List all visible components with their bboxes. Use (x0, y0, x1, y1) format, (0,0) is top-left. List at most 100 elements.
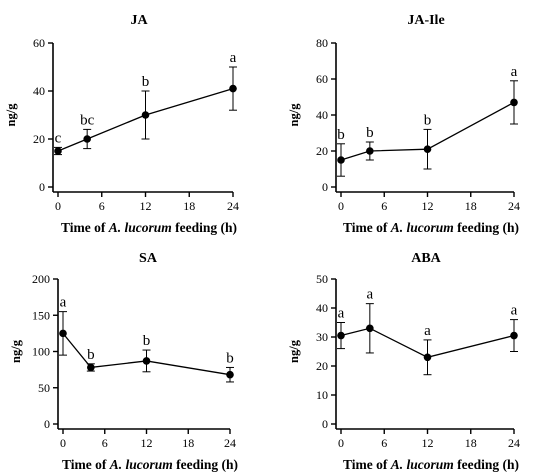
x-tick-label: 24 (508, 199, 520, 213)
data-point (142, 357, 151, 365)
x-tick-label: 0 (338, 436, 344, 450)
x-tick-label: 6 (99, 199, 105, 213)
y-tick-label: 40 (316, 108, 328, 122)
x-axis-label: Time of A. lucorum feeding (h) (343, 457, 519, 472)
y-tick-label: 40 (33, 84, 45, 98)
y-tick-label: 100 (32, 345, 50, 359)
data-point (226, 370, 234, 379)
x-tick-label: 18 (182, 436, 194, 450)
data-point (510, 331, 518, 340)
x-tick-label: 12 (422, 436, 434, 450)
significance-label: a (338, 306, 345, 322)
significance-label: b (142, 74, 150, 90)
significance-label: b (87, 347, 95, 363)
significance-label: a (511, 64, 518, 80)
x-axis-label: Time of A. lucorum feeding (h) (61, 220, 237, 235)
data-point (510, 98, 518, 107)
chart-title: JA (130, 13, 148, 28)
x-axis-label-part: A. lucorum (390, 220, 454, 235)
data-point (337, 156, 345, 164)
y-tick-label: 30 (316, 330, 328, 344)
y-axis-label: ng/g (9, 339, 23, 363)
x-axis-label-part: Time of (62, 457, 110, 472)
y-tick-label: 0 (44, 417, 50, 431)
x-tick-label: 0 (60, 436, 66, 450)
chart-title: ABA (411, 251, 441, 266)
x-tick-label: 6 (102, 436, 108, 450)
x-axis-label-part: Time of (343, 220, 391, 235)
chart-panel-3: SA 0 50 100 150 200 0 6 12 18 24 ng/g Time of A. luc… (9, 251, 238, 472)
x-tick-label: 24 (227, 199, 239, 213)
y-tick-label: 0 (322, 417, 328, 431)
data-point (54, 147, 62, 155)
y-tick-label: 200 (32, 272, 50, 286)
y-tick-label: 20 (316, 359, 328, 373)
x-axis-label-part: feeding (h) (454, 220, 519, 235)
y-axis-label: ng/g (4, 103, 18, 127)
data-point (83, 135, 91, 143)
y-tick-label: 20 (33, 132, 45, 146)
x-tick-label: 12 (141, 436, 153, 450)
y-axis-label: ng/g (287, 339, 301, 363)
significance-label: bc (80, 112, 95, 128)
x-axis-label-part: A. lucorum (390, 457, 454, 472)
y-tick-label: 0 (322, 180, 328, 194)
significance-label: b (366, 125, 374, 141)
x-tick-label: 6 (381, 436, 387, 450)
x-axis-label: Time of A. lucorum feeding (h) (343, 220, 519, 235)
x-axis-label-part: Time of (61, 220, 109, 235)
series-line (62, 332, 231, 376)
y-tick-label: 60 (316, 72, 328, 86)
y-tick-label: 0 (39, 180, 45, 194)
y-tick-label: 10 (316, 388, 328, 402)
chart-panel-2: JA-Ile 0 20 40 60 80 0 6 12 18 24 ng/g Time of A. lu… (287, 13, 520, 235)
data-point (59, 329, 67, 338)
x-axis-label-part: A. lucorum (108, 220, 172, 235)
significance-label: a (230, 50, 237, 66)
x-tick-label: 18 (465, 436, 477, 450)
x-tick-label: 18 (465, 199, 477, 213)
x-tick-label: 18 (183, 199, 195, 213)
significance-label: a (60, 295, 67, 311)
data-point (423, 145, 432, 153)
y-axis-label: ng/g (287, 103, 301, 127)
significance-label: b (424, 112, 432, 128)
x-axis-label-part: A. lucorum (109, 457, 173, 472)
x-axis-label: Time of A. lucorum feeding (h) (62, 457, 238, 472)
x-axis-label-part: feeding (h) (454, 457, 519, 472)
x-tick-label: 0 (338, 199, 344, 213)
data-point (337, 331, 345, 340)
chart-panel-4: ABA 0 10 20 30 40 50 0 6 12 18 24 ng/g Time of A. luc… (287, 251, 520, 472)
y-tick-label: 20 (316, 144, 328, 158)
data-point (229, 84, 237, 93)
x-axis-label-part: feeding (h) (172, 220, 237, 235)
x-tick-label: 24 (508, 436, 520, 450)
y-tick-label: 80 (316, 36, 328, 50)
series-line (340, 327, 515, 358)
x-axis-label-part: Time of (343, 457, 391, 472)
chart-title: SA (139, 251, 158, 266)
significance-label: b (337, 127, 345, 143)
y-tick-label: 60 (33, 36, 45, 50)
y-tick-label: 50 (316, 272, 328, 286)
significance-label: a (424, 323, 431, 339)
x-tick-label: 12 (140, 199, 152, 213)
series-line (340, 101, 515, 161)
y-tick-label: 150 (32, 308, 50, 322)
significance-label: c (55, 130, 62, 146)
significance-label: b (143, 333, 151, 349)
y-tick-label: 50 (38, 381, 50, 395)
data-point (87, 363, 95, 372)
data-point (366, 324, 374, 333)
data-point (141, 111, 150, 119)
significance-label: a (366, 287, 373, 303)
x-tick-label: 0 (55, 199, 61, 213)
data-point (366, 147, 374, 155)
y-tick-label: 40 (316, 301, 328, 315)
significance-label: b (226, 350, 234, 366)
x-tick-label: 24 (224, 436, 236, 450)
x-tick-label: 12 (422, 199, 434, 213)
x-tick-label: 6 (381, 199, 387, 213)
series-line (57, 87, 234, 152)
data-point (423, 353, 432, 362)
